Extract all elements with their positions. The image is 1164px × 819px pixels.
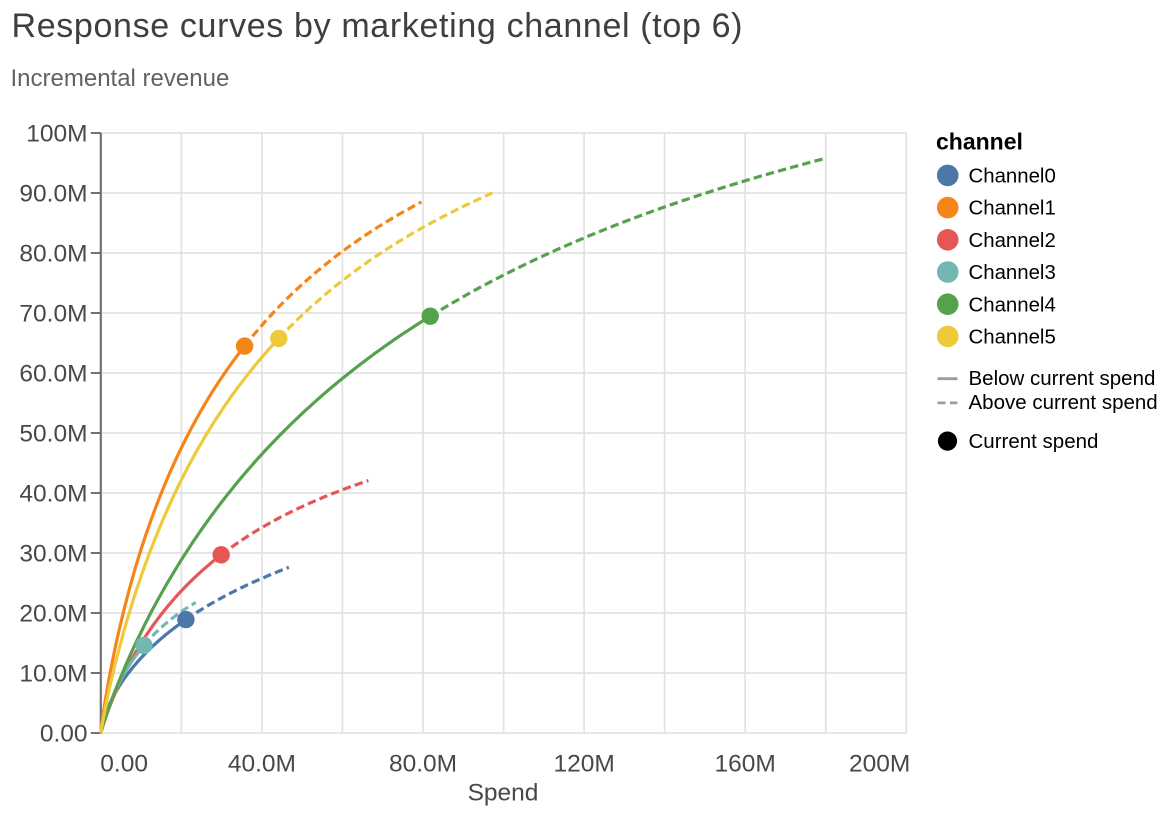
svg-text:Channel3: Channel3 xyxy=(969,262,1056,284)
svg-text:60.0M: 60.0M xyxy=(19,360,87,387)
svg-text:Channel0: Channel0 xyxy=(969,166,1056,188)
svg-text:100M: 100M xyxy=(26,120,87,147)
svg-text:20.0M: 20.0M xyxy=(19,600,87,627)
svg-text:Channel5: Channel5 xyxy=(969,327,1056,349)
svg-text:70.0M: 70.0M xyxy=(19,300,87,327)
svg-text:0.00: 0.00 xyxy=(40,720,88,747)
svg-text:90.0M: 90.0M xyxy=(19,180,87,207)
svg-text:channel: channel xyxy=(936,129,1023,155)
svg-text:Spend: Spend xyxy=(468,780,539,807)
svg-text:Below current spend: Below current spend xyxy=(969,367,1156,390)
svg-text:80.0M: 80.0M xyxy=(389,751,457,778)
svg-text:30.0M: 30.0M xyxy=(19,540,87,567)
svg-text:Response curves by marketing c: Response curves by marketing channel (to… xyxy=(12,7,744,45)
svg-text:0.00: 0.00 xyxy=(100,751,148,778)
svg-text:Incremental revenue: Incremental revenue xyxy=(11,65,230,92)
svg-text:Channel1: Channel1 xyxy=(969,198,1056,220)
svg-text:200M: 200M xyxy=(849,751,910,778)
svg-text:160M: 160M xyxy=(715,751,776,778)
svg-text:40.0M: 40.0M xyxy=(228,751,296,778)
svg-text:Channel2: Channel2 xyxy=(969,230,1056,252)
svg-text:Current spend: Current spend xyxy=(969,430,1099,453)
svg-text:40.0M: 40.0M xyxy=(19,480,87,507)
svg-text:120M: 120M xyxy=(553,751,614,778)
svg-text:10.0M: 10.0M xyxy=(19,660,87,687)
svg-text:50.0M: 50.0M xyxy=(19,420,87,447)
svg-text:Channel4: Channel4 xyxy=(969,294,1056,316)
svg-text:80.0M: 80.0M xyxy=(19,240,87,267)
svg-text:Above current spend: Above current spend xyxy=(969,391,1158,414)
